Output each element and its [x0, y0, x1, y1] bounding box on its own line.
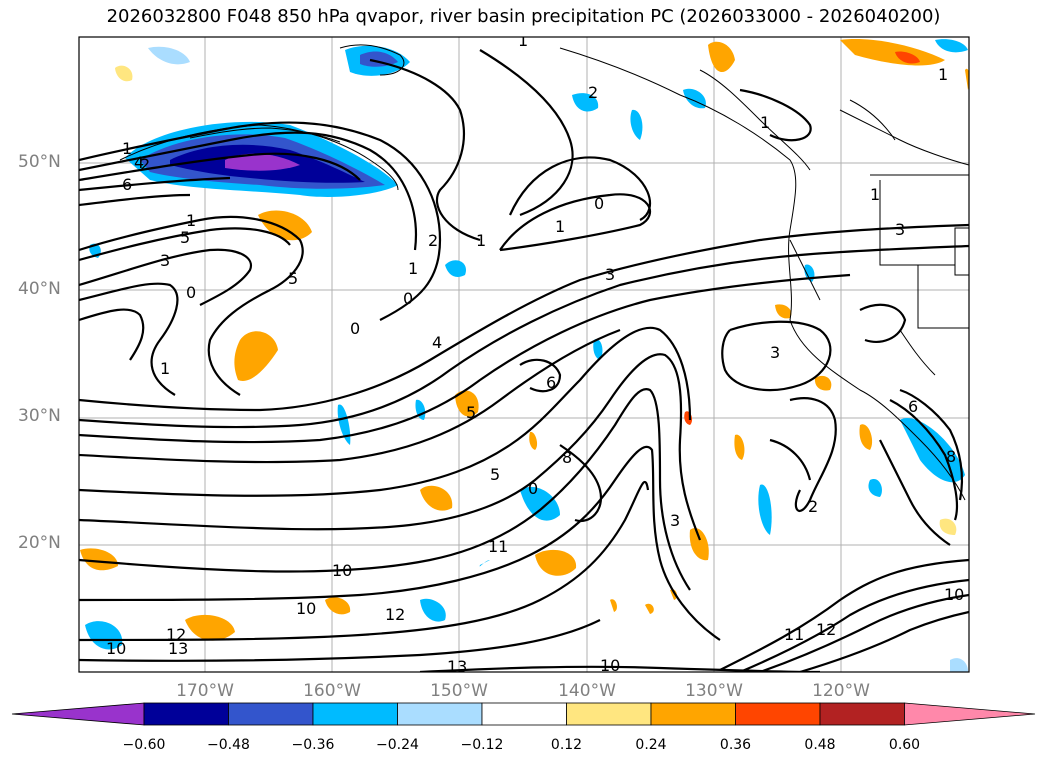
colorbar-tick: 0.60 — [888, 737, 921, 753]
contour-label: 8 — [562, 448, 572, 467]
contour-label: 11 — [488, 537, 508, 556]
contour-label: 3 — [160, 251, 170, 270]
colorbar-tick: 0.12 — [550, 737, 583, 753]
contour-label: 12 — [816, 620, 836, 639]
contour-label: 0 — [186, 283, 196, 302]
colorbar-tick: 0.48 — [804, 737, 836, 753]
contour-label: 10 — [944, 585, 964, 604]
contour-label: 11 — [784, 625, 804, 644]
colorbar-tick: −0.60 — [122, 737, 166, 753]
contour-label: 13 — [168, 639, 188, 658]
graticule — [79, 37, 969, 672]
contours — [79, 49, 969, 672]
contour-label: 10 — [296, 599, 316, 618]
contour-label: 0 — [594, 194, 604, 213]
colorbar-segment — [819, 702, 905, 726]
lat-label-30n: 30°N — [18, 406, 61, 426]
colorbar-segment — [650, 702, 736, 726]
lat-label-50n: 50°N — [18, 152, 61, 172]
colorbar-segment — [228, 702, 314, 726]
contour-label: 5 — [288, 269, 298, 288]
contour-label: 3 — [895, 220, 905, 239]
contour-label: 6 — [546, 373, 556, 392]
colorbar — [11, 702, 1036, 726]
colorbar-upper-extend — [904, 702, 1036, 726]
contour-label: 10 — [106, 639, 126, 658]
lat-label-40n: 40°N — [18, 279, 61, 299]
map-frame — [78, 36, 970, 673]
colorbar-tick: −0.36 — [291, 737, 335, 753]
contour-label: 1 — [160, 359, 170, 378]
colorbar-lower-extend — [11, 702, 145, 726]
map-title: 2026032800 F048 850 hPa qvapor, river ba… — [106, 6, 941, 27]
contour-label: 4 — [134, 153, 144, 172]
colorbar-segment — [312, 702, 398, 726]
contour-label: 8 — [946, 447, 956, 466]
contour-label: 13 — [447, 657, 467, 676]
contour-label: 1 — [186, 211, 196, 230]
contour-label: 1 — [870, 185, 880, 204]
contour-label: 1 — [518, 31, 528, 50]
contour-label: 12 — [166, 625, 186, 644]
colorbar-segment — [143, 702, 229, 726]
colorbar-tick: −0.48 — [207, 737, 250, 753]
colorbar-tick: 0.24 — [635, 737, 667, 753]
contour-labels: 1 2 4 6 1 3 5 0 1 5 0 0 2 1 1 0 1 3 4 6 … — [106, 31, 964, 676]
contour-label: 6 — [908, 397, 918, 416]
colorbar-segment — [481, 702, 567, 726]
colorbar-tick: −0.24 — [376, 737, 419, 753]
contour-label: 2 — [808, 497, 818, 516]
contour-label: 10 — [332, 561, 352, 580]
contour-label: 2 — [428, 231, 438, 250]
contour-label: 3 — [770, 343, 780, 362]
contour-label: 1 — [760, 113, 770, 132]
contour-label: 0 — [350, 319, 360, 338]
lon-label-140w: 140°W — [558, 681, 616, 701]
contour-label: 6 — [122, 175, 132, 194]
lon-label-120w: 120°W — [812, 681, 870, 701]
contour-label: 3 — [670, 511, 680, 530]
contour-label: 1 — [938, 65, 948, 84]
contour-label: 1 — [408, 259, 418, 278]
lon-label-150w: 150°W — [430, 681, 488, 701]
contour-label: 1 — [122, 139, 132, 158]
contour-label: 0 — [528, 479, 538, 498]
colorbar-segment — [735, 702, 821, 726]
contour-label: 2 — [588, 83, 598, 102]
colorbar-tick: 0.36 — [719, 737, 752, 753]
colorbar-segment — [566, 702, 652, 726]
contour-label: 1 — [476, 231, 486, 250]
negative-patches — [85, 39, 968, 672]
lon-label-160w: 160°W — [303, 681, 361, 701]
colorbar-segment — [397, 702, 483, 726]
colorbar-tick: −0.12 — [460, 737, 504, 753]
contour-label: 5 — [466, 403, 476, 422]
contour-label: 12 — [385, 605, 405, 624]
contour-label: 4 — [432, 333, 442, 352]
lat-label-20n: 20°N — [18, 533, 61, 553]
contour-label: 1 — [555, 217, 565, 236]
lon-label-170w: 170°W — [176, 681, 234, 701]
lon-label-130w: 130°W — [685, 681, 743, 701]
contour-label: 10 — [600, 656, 620, 675]
contour-label: 0 — [403, 289, 413, 308]
contour-label: 2 — [140, 155, 150, 174]
positive-patches — [80, 39, 969, 641]
contour-label: 3 — [605, 265, 615, 284]
contour-label: 5 — [180, 228, 190, 247]
contour-label: 5 — [490, 465, 500, 484]
